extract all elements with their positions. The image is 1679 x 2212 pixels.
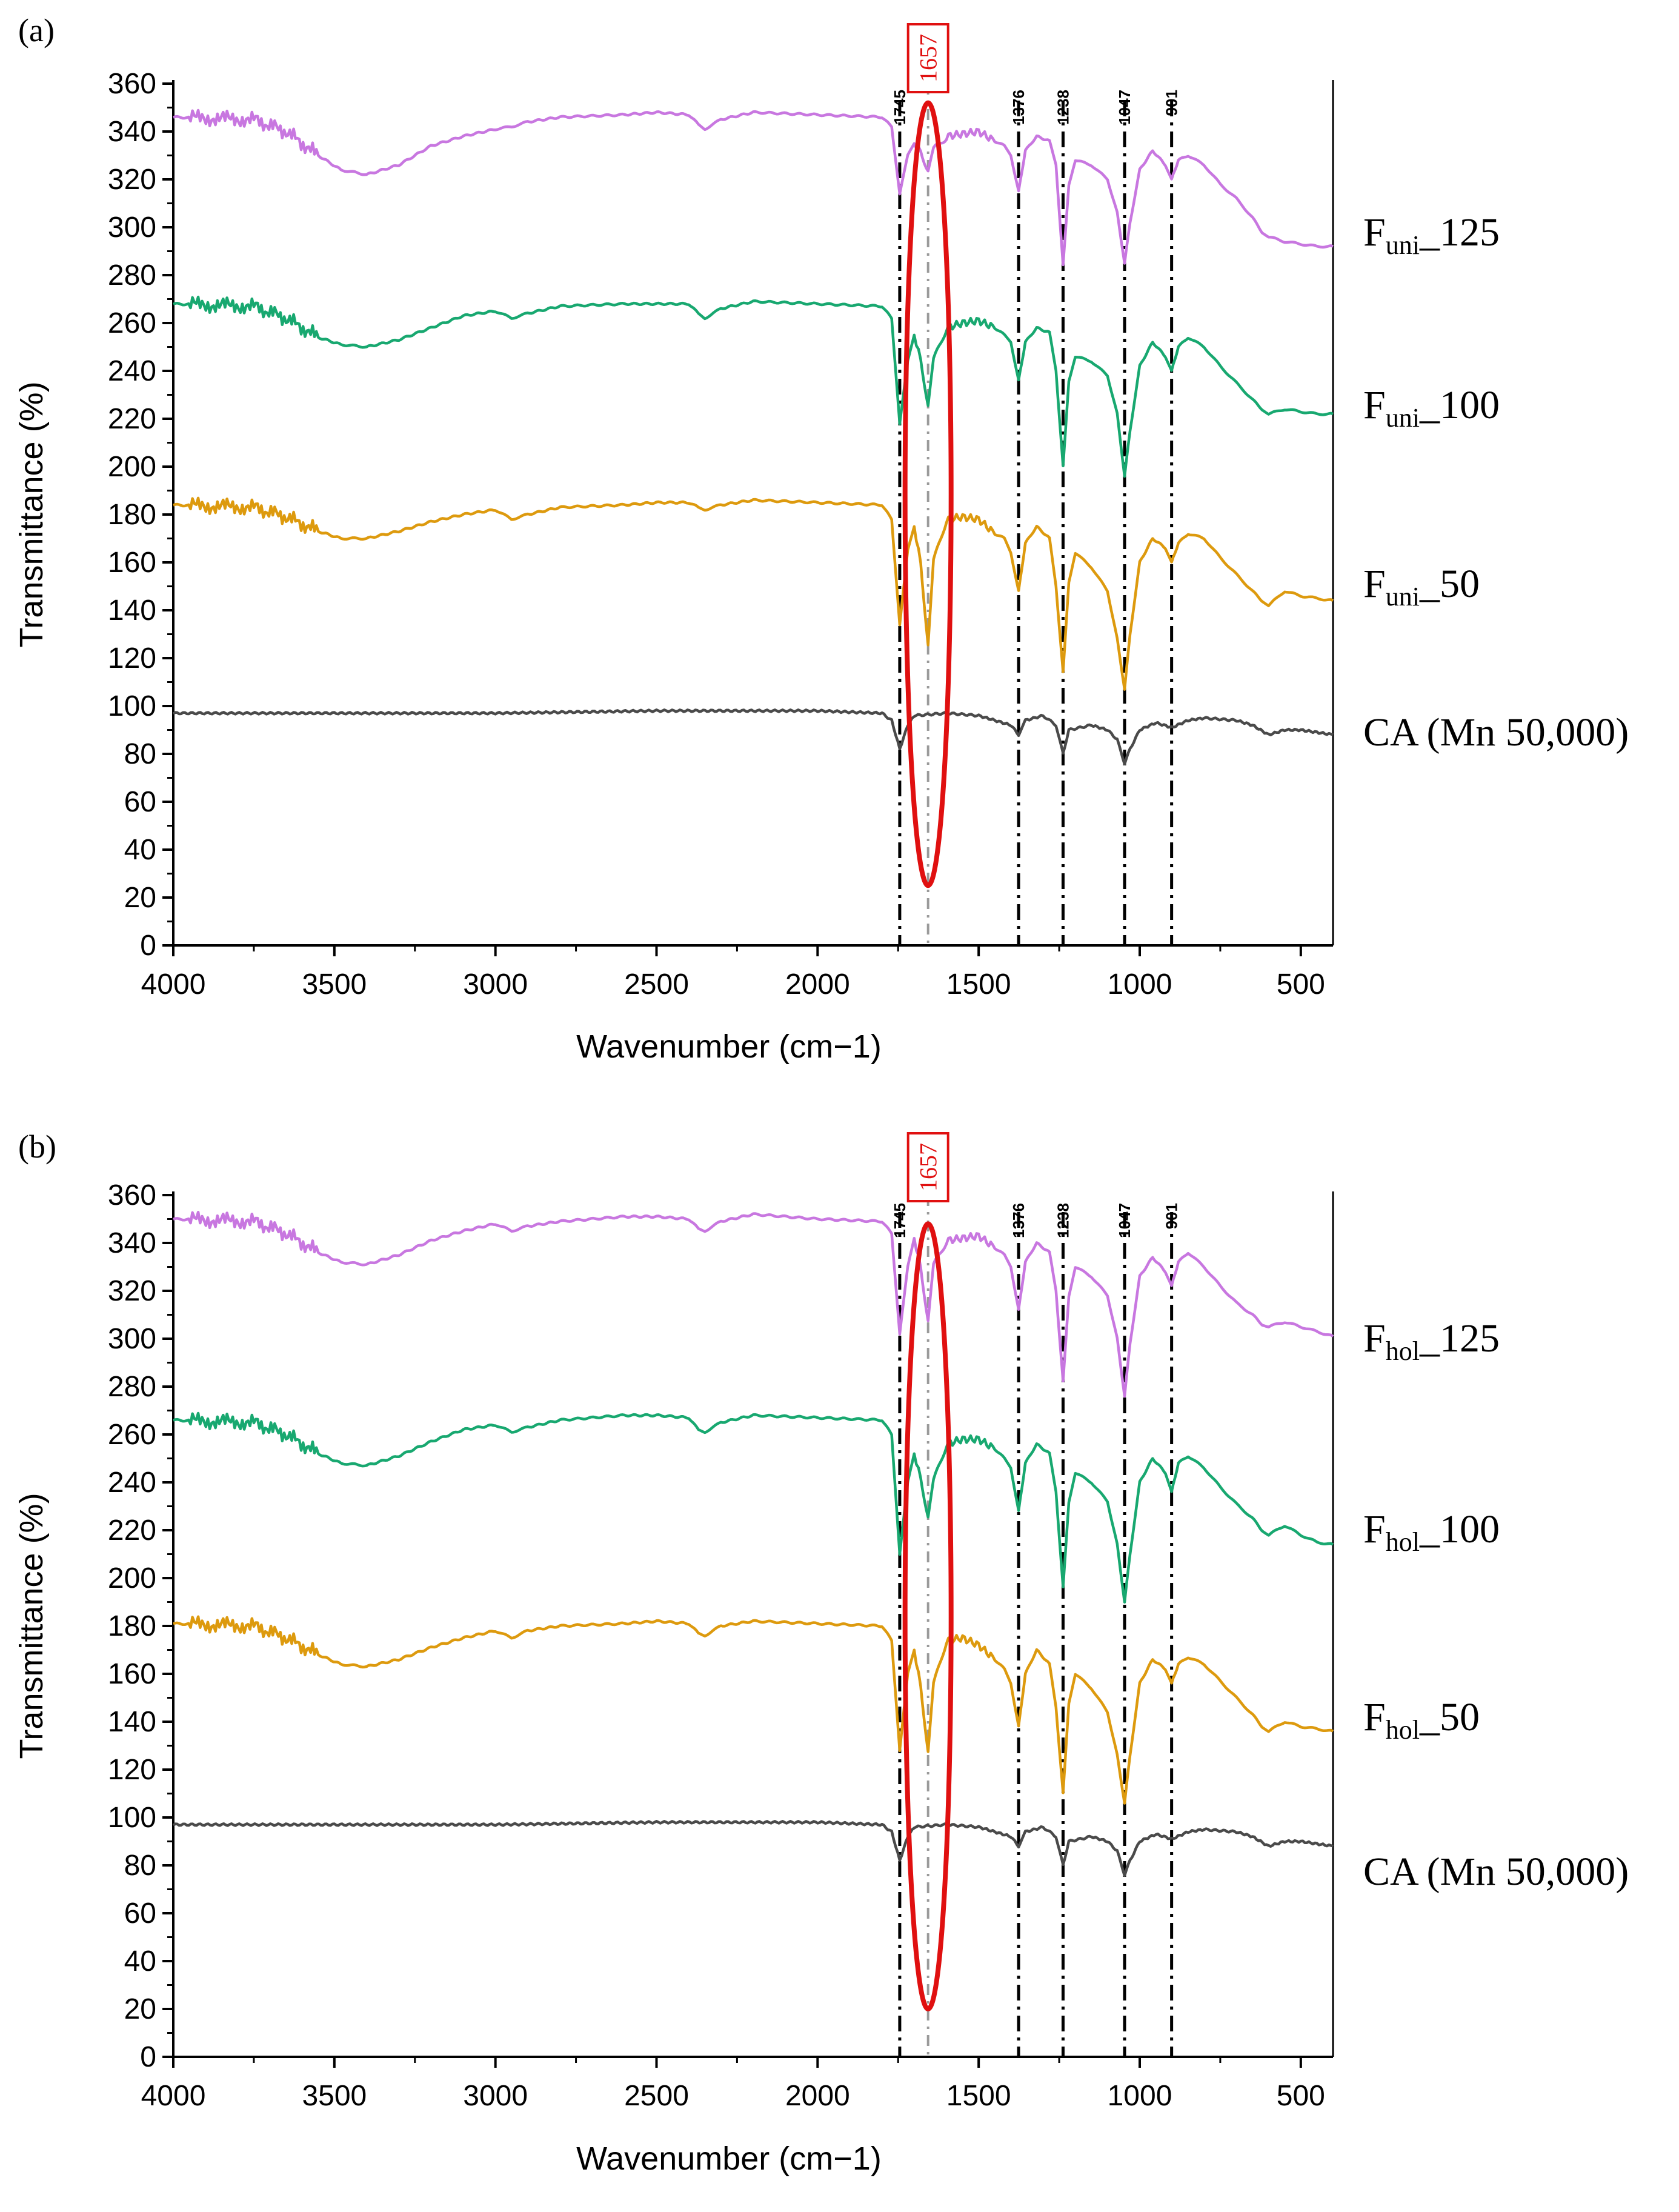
series-label: Funi_50 bbox=[1363, 562, 1480, 611]
series-line-ca-mn-50-000- bbox=[172, 708, 1334, 766]
series-line-f-hol-50 bbox=[173, 1615, 1334, 1805]
series-label: Fhol_100 bbox=[1363, 1507, 1500, 1557]
series-line-f-uni-125 bbox=[173, 108, 1334, 267]
series-line-f-hol-125 bbox=[173, 1210, 1334, 1398]
highlight-ellipse bbox=[902, 1221, 954, 2011]
y-tick-label: 20 bbox=[124, 882, 156, 914]
highlight-label-box bbox=[906, 23, 949, 93]
series-line-f-uni-50 bbox=[173, 496, 1334, 691]
y-tick-label: 340 bbox=[108, 1227, 156, 1259]
reference-label-1376: 1376 bbox=[1009, 1203, 1028, 1238]
chart-panel-a: (a) 0 20 40 60 80 100 120 140 160 180 200 220 240 260 2… bbox=[13, 12, 1629, 1065]
series-line-f-hol-100 bbox=[173, 1411, 1334, 1604]
y-axis-title: Transmittance (%) bbox=[13, 1493, 50, 1759]
y-tick-label: 60 bbox=[124, 786, 156, 818]
y-tick-label: 160 bbox=[108, 1658, 156, 1690]
highlight-label-box bbox=[906, 1132, 949, 1202]
panel-label: (a) bbox=[18, 12, 55, 48]
x-tick-label: 3500 bbox=[302, 968, 367, 1001]
y-tick-label: 160 bbox=[108, 547, 156, 579]
reference-label-1047: 1047 bbox=[1115, 90, 1134, 125]
y-tick-label: 320 bbox=[108, 164, 156, 196]
x-tick-label: 2500 bbox=[624, 2080, 689, 2112]
y-tick-label: 40 bbox=[124, 834, 156, 866]
reference-label-1745: 1745 bbox=[891, 90, 909, 125]
series-line-ca-mn-50-000- bbox=[172, 1820, 1334, 1877]
series-label: Funi_100 bbox=[1363, 383, 1500, 433]
y-axis-title: Transmittance (%) bbox=[13, 381, 50, 647]
y-tick-label: 120 bbox=[108, 1754, 156, 1786]
y-tick-label: 40 bbox=[124, 1945, 156, 1977]
y-tick-label: 180 bbox=[108, 1610, 156, 1642]
x-tick-label: 2000 bbox=[785, 2080, 850, 2112]
y-tick-label: 260 bbox=[108, 1419, 156, 1451]
x-axis-title: Wavenumber (cm−1) bbox=[576, 1028, 882, 1065]
x-tick-label: 1500 bbox=[946, 968, 1011, 1001]
y-tick-label: 20 bbox=[124, 1993, 156, 2025]
reference-label-1745: 1745 bbox=[891, 1203, 909, 1238]
x-tick-label: 1000 bbox=[1108, 968, 1172, 1001]
y-tick-label: 240 bbox=[108, 355, 156, 387]
y-tick-label: 180 bbox=[108, 499, 156, 531]
reference-label-1047: 1047 bbox=[1115, 1203, 1134, 1238]
y-tick-label: 360 bbox=[108, 1179, 156, 1211]
x-tick-label: 3000 bbox=[463, 2080, 528, 2112]
x-tick-label: 3000 bbox=[463, 968, 528, 1001]
reference-label-901: 901 bbox=[1163, 1203, 1181, 1229]
highlight-label: 1657 bbox=[915, 34, 942, 82]
x-tick-label: 1000 bbox=[1108, 2080, 1172, 2112]
y-tick-label: 280 bbox=[108, 1371, 156, 1403]
y-tick-label: 80 bbox=[124, 1850, 156, 1882]
y-tick-label: 0 bbox=[140, 930, 156, 962]
y-tick-label: 300 bbox=[108, 1323, 156, 1355]
y-tick-label: 100 bbox=[108, 1802, 156, 1834]
highlight-ellipse bbox=[902, 100, 954, 888]
y-tick-label: 120 bbox=[108, 642, 156, 675]
y-tick-label: 200 bbox=[108, 1562, 156, 1594]
x-tick-label: 3500 bbox=[302, 2080, 367, 2112]
y-tick-label: 80 bbox=[124, 738, 156, 770]
y-tick-label: 280 bbox=[108, 259, 156, 291]
highlight-label: 1657 bbox=[915, 1143, 942, 1191]
x-tick-label: 500 bbox=[1277, 2080, 1325, 2112]
y-tick-label: 300 bbox=[108, 212, 156, 244]
series-label: Fhol_50 bbox=[1363, 1695, 1480, 1745]
y-tick-label: 60 bbox=[124, 1897, 156, 1930]
y-tick-label: 220 bbox=[108, 403, 156, 435]
panel-label: (b) bbox=[18, 1128, 56, 1165]
reference-label-1238: 1238 bbox=[1054, 90, 1072, 125]
y-tick-label: 340 bbox=[108, 116, 156, 148]
x-axis-title: Wavenumber (cm−1) bbox=[576, 2140, 882, 2177]
y-tick-label: 240 bbox=[108, 1467, 156, 1499]
x-tick-label: 500 bbox=[1277, 968, 1325, 1001]
reference-label-1238: 1238 bbox=[1054, 1203, 1072, 1238]
y-tick-label: 140 bbox=[108, 1706, 156, 1738]
y-tick-label: 0 bbox=[140, 2041, 156, 2073]
y-tick-label: 320 bbox=[108, 1275, 156, 1307]
chart-panel-b: (b) 0 20 40 60 80 100 120 140 160 180 200 220 240 260 2… bbox=[13, 1128, 1629, 2177]
y-tick-label: 200 bbox=[108, 451, 156, 483]
y-tick-label: 260 bbox=[108, 307, 156, 339]
x-tick-label: 2500 bbox=[624, 968, 689, 1001]
reference-label-901: 901 bbox=[1163, 90, 1181, 116]
y-tick-label: 100 bbox=[108, 690, 156, 722]
series-label: CA (Mn 50,000) bbox=[1363, 1850, 1629, 1894]
y-tick-label: 220 bbox=[108, 1514, 156, 1547]
series-label: Funi_125 bbox=[1363, 210, 1500, 260]
y-tick-label: 140 bbox=[108, 595, 156, 627]
x-tick-label: 4000 bbox=[141, 2080, 206, 2112]
series-label: Fhol_125 bbox=[1363, 1316, 1500, 1366]
x-tick-label: 1500 bbox=[946, 2080, 1011, 2112]
y-tick-label: 360 bbox=[108, 68, 156, 100]
series-line-f-uni-100 bbox=[173, 295, 1334, 478]
series-label: CA (Mn 50,000) bbox=[1363, 710, 1629, 755]
x-tick-label: 4000 bbox=[141, 968, 206, 1001]
reference-label-1376: 1376 bbox=[1009, 90, 1028, 125]
x-tick-label: 2000 bbox=[785, 968, 850, 1001]
